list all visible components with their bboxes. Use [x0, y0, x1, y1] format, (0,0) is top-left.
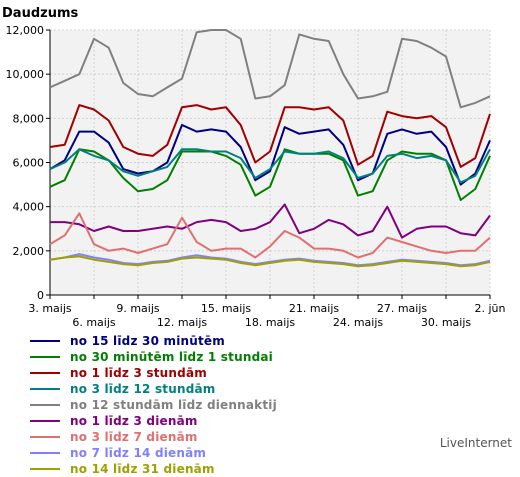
series-line-5 — [49, 29, 491, 109]
legend-label: no 1 līdz 3 stundām — [70, 366, 207, 380]
legend-item: no 14 līdz 31 dienām — [30, 461, 277, 477]
legend-item: no 1 līdz 3 stundām — [30, 365, 277, 381]
x-tick-label: 9. maijs — [116, 302, 160, 315]
series-line-4 — [49, 148, 491, 184]
y-tick-label: 0 — [37, 289, 44, 302]
x-tick-label: 6. maijs — [72, 316, 116, 329]
series-line-6 — [50, 203, 491, 239]
legend-swatch — [30, 340, 60, 342]
legend-swatch — [30, 468, 60, 470]
x-tick-label: 3. maijs — [28, 302, 72, 315]
y-tick-label: 6,000 — [13, 157, 45, 170]
series-line-1 — [49, 124, 491, 186]
legend-item: no 30 minūtēm līdz 1 stundai — [30, 349, 277, 365]
legend-swatch — [30, 404, 60, 406]
legend-item: no 1 līdz 3 dienām — [30, 413, 277, 429]
series-line-2 — [49, 148, 491, 201]
legend-label: no 3 līdz 7 dienām — [70, 430, 198, 444]
plot-area: 0 2,000 4,000 6,000 8,000 10,000 12,000 3. maij… — [6, 24, 506, 329]
legend-item: no 12 stundām līdz diennaktij — [30, 397, 277, 413]
legend-swatch — [30, 420, 60, 422]
legend-label: no 7 līdz 14 dienām — [70, 446, 207, 460]
y-tick-label: 12,000 — [6, 24, 45, 37]
legend-swatch — [30, 452, 60, 454]
x-tick-label: 2. jūn — [475, 302, 506, 315]
series-line-8 — [49, 253, 491, 267]
series-line-9 — [49, 255, 491, 268]
series-line-7 — [49, 212, 491, 259]
line-chart: Daudzums 0 2,000 4,000 6,000 8,000 10,000 12,0… — [2, 6, 506, 329]
x-tick-label: 27. maijs — [377, 302, 428, 315]
legend-swatch — [30, 356, 60, 358]
x-tick-label: 24. maijs — [333, 316, 384, 329]
y-tick-label: 2,000 — [13, 245, 45, 258]
x-tick-label: 30. maijs — [421, 316, 472, 329]
x-tick-label: 18. maijs — [245, 316, 296, 329]
y-tick-label: 8,000 — [13, 112, 45, 125]
y-tick-label: 10,000 — [6, 68, 45, 81]
y-tick-label: 4,000 — [13, 201, 45, 214]
legend-label: no 12 stundām līdz diennaktij — [70, 398, 277, 412]
legend-label: no 1 līdz 3 dienām — [70, 414, 198, 428]
y-axis-title: Daudzums — [2, 6, 78, 21]
legend-label: no 3 līdz 12 stundām — [70, 382, 216, 396]
legend-item: no 3 līdz 12 stundām — [30, 381, 277, 397]
legend-label: no 15 līdz 30 minūtēm — [70, 334, 225, 348]
legend-swatch — [30, 436, 60, 438]
legend-item: no 7 līdz 14 dienām — [30, 445, 277, 461]
legend-label: no 30 minūtēm līdz 1 stundai — [70, 350, 273, 364]
legend-swatch — [30, 372, 60, 374]
x-tick-label: 12. maijs — [157, 316, 208, 329]
legend-swatch — [30, 388, 60, 390]
x-tick-label: 21. maijs — [289, 302, 340, 315]
series-line-3 — [49, 104, 491, 168]
legend: no 15 līdz 30 minūtēm no 30 minūtēm līdz … — [30, 333, 277, 477]
legend-item: no 3 līdz 7 dienām — [30, 429, 277, 445]
legend-item: no 15 līdz 30 minūtēm — [30, 333, 277, 349]
liveinternet-brand: LiveInternet — [439, 436, 512, 450]
legend-label: no 14 līdz 31 dienām — [70, 462, 215, 476]
x-tick-label: 15. maijs — [201, 302, 252, 315]
